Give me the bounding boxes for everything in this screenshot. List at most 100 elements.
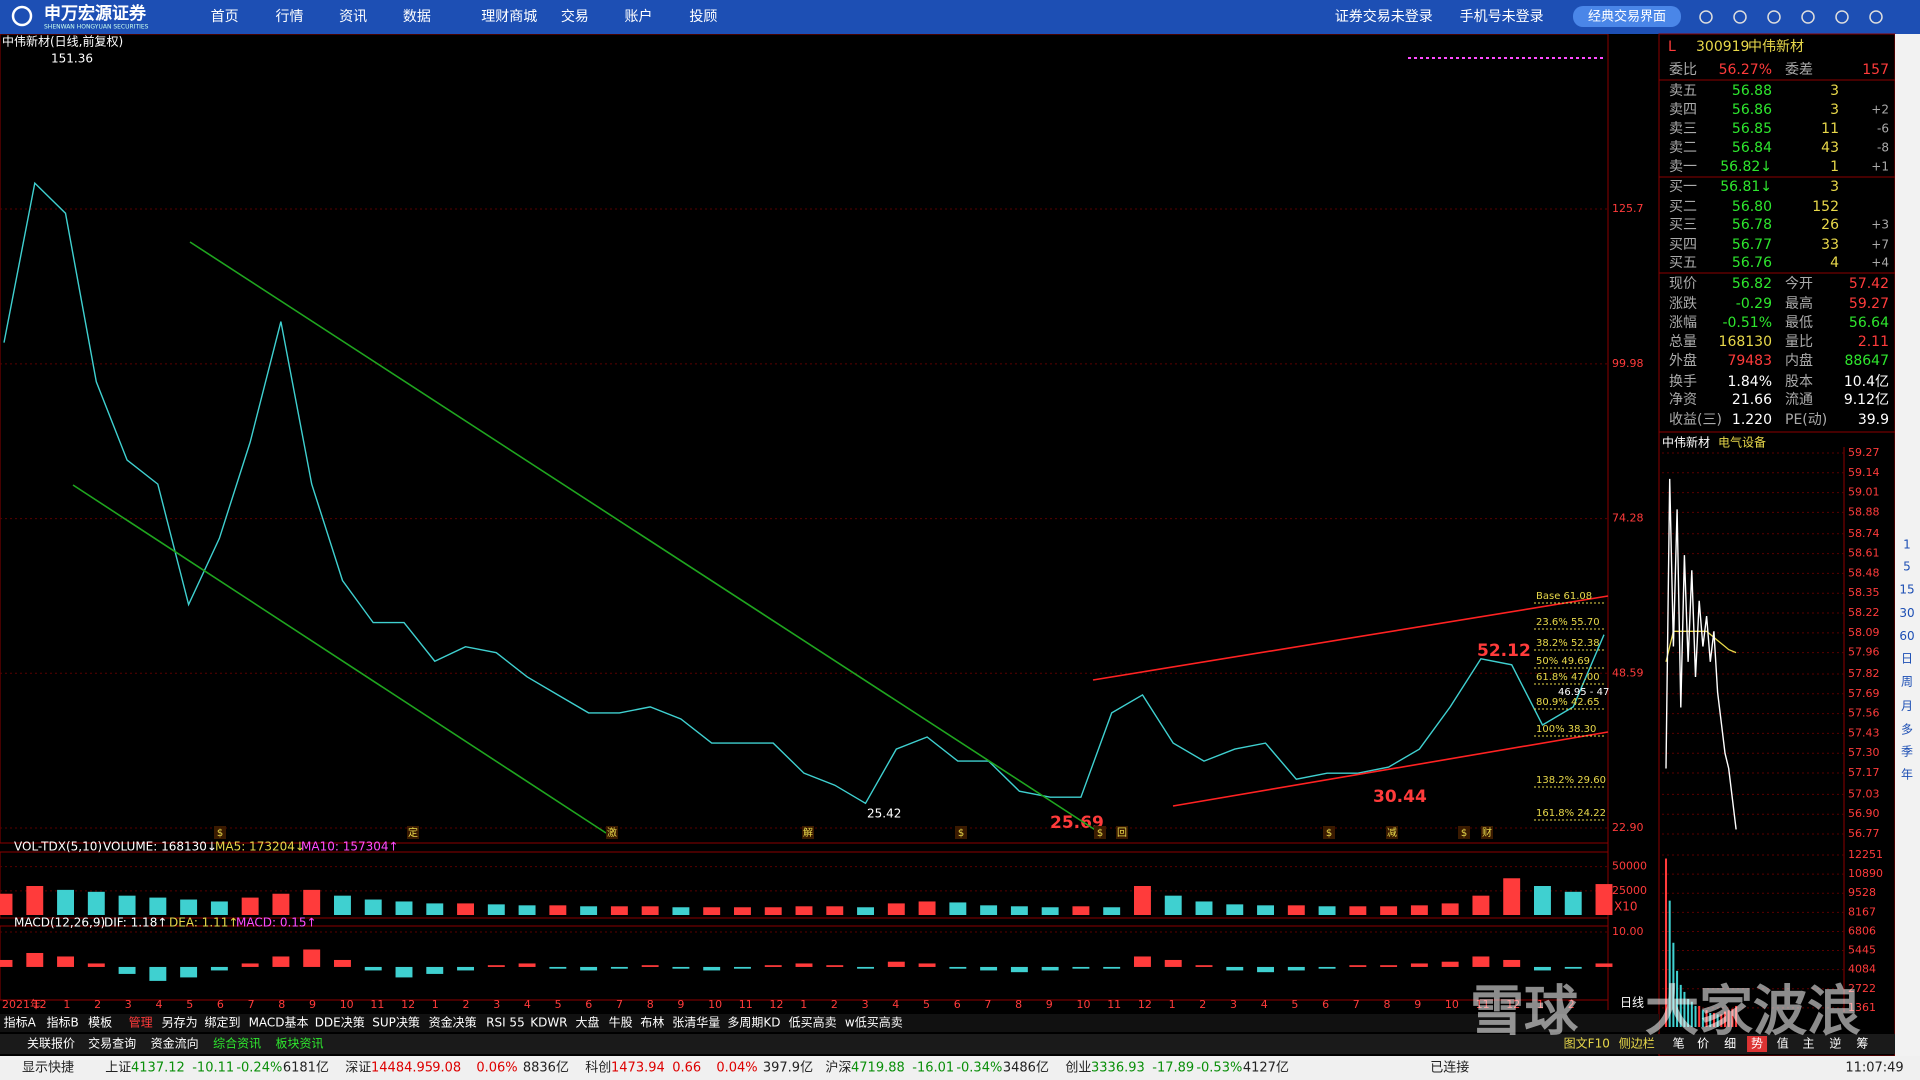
view-tab[interactable]: 价 — [1697, 1037, 1709, 1051]
view-tab[interactable]: 逆 — [1829, 1036, 1841, 1051]
stat-label: 最低 — [1785, 315, 1813, 331]
high-label: 151.36 — [51, 52, 93, 66]
clock: 11:07:49 — [1845, 1061, 1903, 1076]
bar — [1705, 1010, 1708, 1027]
index-field: 8836亿 — [523, 1061, 569, 1076]
tab[interactable]: 综合资讯 — [213, 1036, 261, 1051]
nav-item[interactable]: 账户 — [624, 8, 652, 25]
index-field: 14484.95 — [371, 1061, 433, 1076]
indicator-legend: MACD: 0.15↑ — [236, 916, 317, 930]
stat-label: 量比 — [1785, 334, 1813, 350]
tab[interactable]: 资金流向 — [151, 1036, 199, 1051]
indicator-button[interactable]: 张清华量 — [672, 1016, 720, 1030]
bar — [1564, 891, 1582, 915]
x-tick-label: 8 — [1384, 998, 1391, 1011]
stat-value: -0.51% — [1722, 315, 1772, 331]
event-marker: $ — [1326, 828, 1332, 839]
book-change: +1 — [1871, 160, 1889, 174]
side-tool[interactable]: 1 — [1903, 537, 1911, 551]
x-tick-label: 3 — [1230, 998, 1237, 1011]
nav-item[interactable]: 数据 — [403, 9, 431, 25]
view-tab[interactable]: 笔 — [1673, 1036, 1685, 1051]
indicator-button[interactable]: w低买高卖 — [845, 1015, 903, 1030]
indicator-button[interactable]: DDE决策 — [315, 1016, 365, 1030]
indicator-button[interactable]: 指标B — [47, 1015, 79, 1030]
indicator-button[interactable]: RSI 55 — [486, 1016, 525, 1030]
indicator-button[interactable]: 管理 — [129, 1015, 153, 1030]
indicator-button[interactable]: 绑定到 — [204, 1015, 240, 1030]
side-tab[interactable]: 图文F10 — [1564, 1036, 1610, 1051]
stat-label: 最高 — [1785, 295, 1813, 312]
bar — [641, 906, 659, 915]
index-field: 0.04% — [716, 1061, 757, 1076]
indicator-button[interactable]: 指标A — [4, 1015, 37, 1030]
bar — [1672, 942, 1675, 1027]
trend-line — [72, 484, 607, 834]
indicator-button[interactable]: 多周期KD — [727, 1016, 780, 1030]
window-icon[interactable] — [1835, 10, 1849, 24]
nav-item[interactable]: 资讯 — [339, 9, 367, 25]
view-tab[interactable]: 势 — [1751, 1037, 1763, 1051]
indicator-button[interactable]: 另存为 — [162, 1016, 198, 1030]
window-icon[interactable] — [1767, 10, 1781, 24]
book-label: 买五 — [1669, 255, 1697, 271]
side-tool[interactable]: 月 — [1901, 699, 1913, 713]
bar — [241, 963, 259, 967]
tab[interactable]: 关联报价 — [27, 1036, 75, 1051]
login-link[interactable]: 证券交易未登录 — [1335, 8, 1433, 25]
fib-label: 38.2% 52.38 — [1536, 638, 1600, 649]
side-tool[interactable]: 年 — [1901, 768, 1913, 782]
side-tool[interactable]: 15 — [1899, 583, 1914, 597]
side-tab[interactable]: 侧边栏 — [1619, 1036, 1655, 1051]
nav-item[interactable]: 行情 — [276, 9, 304, 25]
side-tool[interactable]: 周 — [1901, 675, 1913, 689]
side-tool[interactable]: 60 — [1899, 629, 1914, 643]
indicator-button[interactable]: 模板 — [88, 1016, 112, 1030]
nav-item[interactable]: 交易 — [561, 8, 589, 25]
y-tick-label: 58.22 — [1848, 606, 1880, 619]
indicator-button[interactable]: 牛股 — [609, 1015, 633, 1030]
book-volume: 3 — [1830, 83, 1839, 99]
view-tab[interactable]: 值 — [1777, 1036, 1789, 1051]
window-icon[interactable] — [1869, 10, 1883, 24]
view-tab[interactable]: 细 — [1724, 1037, 1736, 1051]
bar — [1668, 900, 1671, 1027]
window-icon[interactable] — [1733, 10, 1747, 24]
side-tool[interactable]: 30 — [1899, 606, 1914, 620]
bar — [1441, 903, 1459, 915]
indicator-bar — [0, 1014, 1659, 1032]
classic-button-label[interactable]: 经典交易界面 — [1588, 9, 1666, 25]
x-tick-label: 7 — [984, 998, 991, 1011]
book-price: 56.86 — [1732, 102, 1772, 118]
indicator-button[interactable]: 大盘 — [576, 1015, 600, 1030]
indicator-button[interactable]: MACD基本 — [249, 1016, 309, 1030]
bar — [1664, 858, 1668, 1027]
indicator-button[interactable]: SUP决策 — [372, 1016, 420, 1030]
indicator-button[interactable]: 布林 — [640, 1016, 664, 1030]
login-link[interactable]: 手机号未登录 — [1460, 9, 1544, 25]
window-icon[interactable] — [1801, 10, 1815, 24]
bar — [1716, 1014, 1719, 1027]
nav-item[interactable]: 投顾 — [689, 9, 717, 25]
window-icon[interactable] — [1699, 10, 1713, 24]
side-tool[interactable]: 季 — [1901, 744, 1913, 758]
tab[interactable]: 交易查询 — [88, 1036, 136, 1051]
view-tab[interactable]: 筹 — [1856, 1037, 1868, 1051]
classic-button[interactable] — [1573, 6, 1681, 27]
indicator-button[interactable]: KDWR — [530, 1016, 567, 1030]
tab[interactable]: 板块资讯 — [276, 1037, 324, 1051]
stat-value: 1.220 — [1732, 412, 1772, 428]
indicator-button[interactable]: 资金决策 — [429, 1015, 477, 1030]
side-tool[interactable]: 多 — [1901, 722, 1913, 736]
nav-item[interactable]: 首页 — [211, 9, 239, 25]
x-tick-label: 9 — [1414, 998, 1421, 1011]
book-price: 56.78 — [1732, 217, 1772, 233]
side-tool[interactable]: 日 — [1901, 651, 1913, 665]
indicator-button[interactable]: 低买高卖 — [789, 1015, 837, 1030]
side-tool[interactable]: 5 — [1903, 559, 1911, 573]
book-label: 卖一 — [1669, 159, 1697, 175]
view-tab[interactable]: 主 — [1802, 1037, 1814, 1051]
stat-value: 168130 — [1719, 334, 1772, 350]
nav-item[interactable]: 理财商城 — [481, 9, 537, 25]
bar — [980, 905, 998, 915]
